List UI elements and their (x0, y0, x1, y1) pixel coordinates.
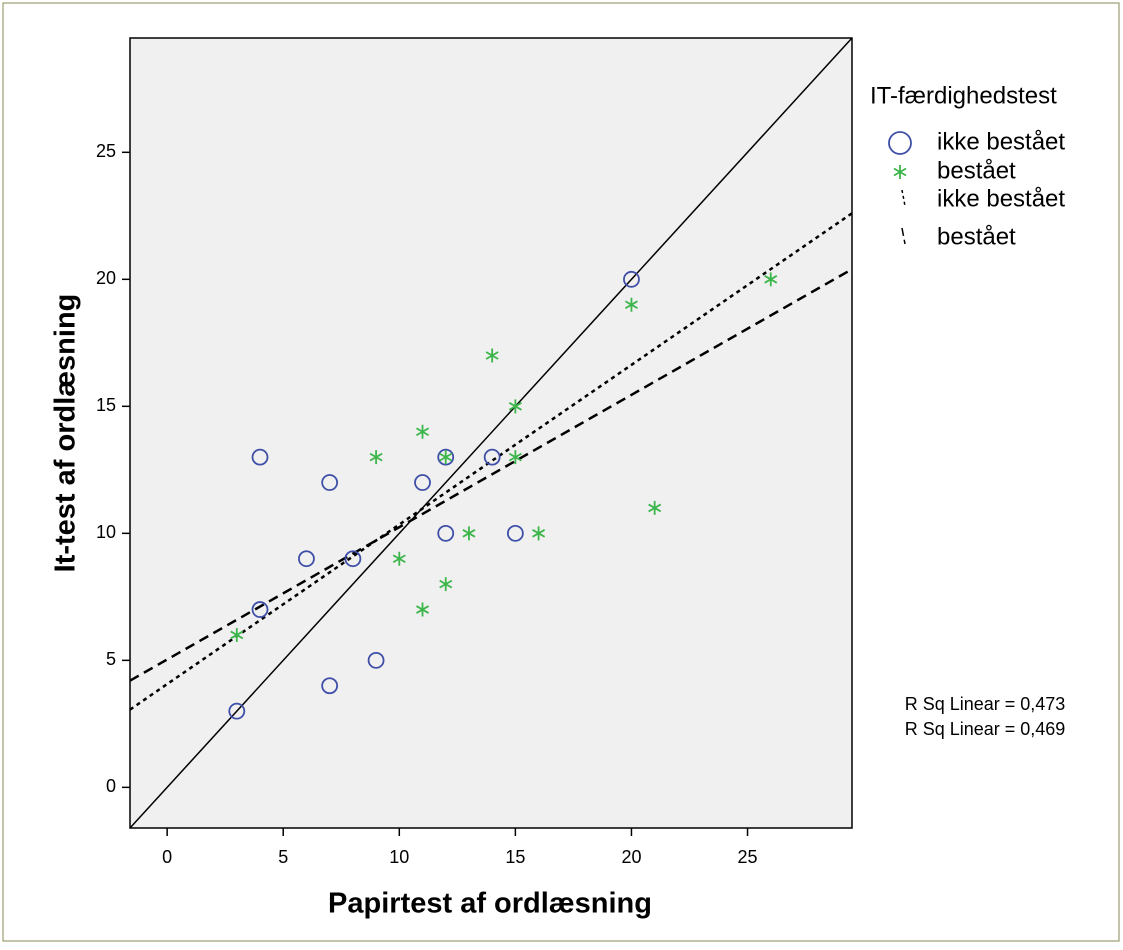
point (437, 524, 455, 542)
y-tick-label: 0 (106, 776, 116, 796)
x-tick-label: 5 (278, 847, 288, 867)
point (344, 550, 362, 568)
point (298, 550, 315, 568)
point (414, 474, 431, 491)
point (506, 524, 524, 542)
point (230, 627, 244, 642)
legend-title: IT-færdighedstest (870, 82, 1057, 109)
legend-label: ikke bestået (937, 128, 1065, 155)
point (764, 272, 778, 287)
y-tick-label: 10 (96, 522, 116, 542)
reference-line (129, 37, 853, 829)
y-tick-label: 15 (96, 395, 116, 415)
x-tick-label: 15 (505, 847, 525, 867)
point (623, 270, 640, 288)
x-tick-label: 25 (738, 847, 758, 867)
legend-marker (893, 165, 907, 179)
point (439, 450, 453, 465)
point (485, 348, 499, 363)
legend-line (901, 227, 906, 245)
point (367, 651, 385, 669)
legend-line (901, 189, 906, 207)
fit-line (129, 212, 853, 711)
point (624, 297, 638, 312)
point (392, 551, 406, 566)
point (439, 577, 453, 592)
legend-label: ikke bestået (937, 185, 1065, 212)
point (462, 526, 476, 541)
legend-label: bestået (937, 223, 1016, 250)
annotation: R Sq Linear = 0,469 (905, 719, 1066, 739)
point (532, 526, 546, 541)
point (508, 450, 522, 465)
point (416, 424, 430, 439)
legend-label: bestået (937, 157, 1016, 184)
point (416, 602, 430, 617)
point (508, 399, 522, 414)
point (369, 450, 383, 465)
point (321, 677, 339, 695)
point (437, 448, 455, 466)
x-tick-label: 20 (621, 847, 641, 867)
point (251, 448, 269, 466)
point (228, 702, 246, 720)
x-tick-label: 0 (162, 847, 172, 867)
y-tick-label: 25 (96, 141, 116, 161)
x-tick-label: 10 (389, 847, 409, 867)
point (321, 474, 339, 491)
y-axis-label: It-test af ordlæsning (50, 294, 82, 573)
point (251, 601, 269, 618)
y-tick-label: 20 (96, 268, 116, 288)
legend-marker (888, 131, 912, 155)
point (483, 448, 501, 466)
point (648, 500, 662, 515)
y-tick-label: 5 (106, 649, 116, 669)
fit-line (129, 268, 853, 682)
annotation: R Sq Linear = 0,473 (905, 694, 1066, 714)
x-axis-label: Papirtest af ordlæsning (328, 888, 652, 920)
